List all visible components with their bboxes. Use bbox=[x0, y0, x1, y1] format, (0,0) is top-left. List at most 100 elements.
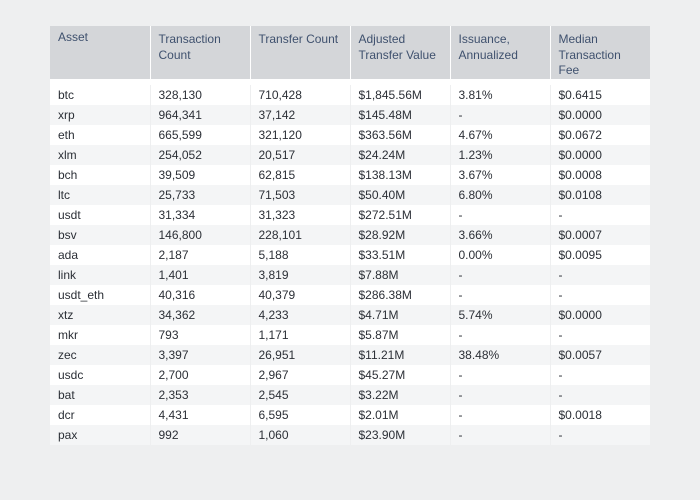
cell-asset: eth bbox=[50, 124, 151, 145]
cell-median-transaction-fee: $0.0057 bbox=[550, 344, 650, 365]
cell-asset: link bbox=[50, 264, 151, 285]
cell-asset: mkr bbox=[50, 324, 151, 345]
cell-transaction-count: 1,401 bbox=[150, 264, 251, 285]
cell-issuance-annualized: - bbox=[450, 324, 551, 345]
table-row: xtz 34,362 4,233 $4.71M 5.74% $0.0000 bbox=[50, 304, 650, 325]
asset-metrics-table: Asset Transaction Count Transfer Count A… bbox=[50, 26, 650, 445]
table-row: pax 992 1,060 $23.90M - - bbox=[50, 424, 650, 445]
cell-asset: dcr bbox=[50, 404, 151, 425]
table-row: dcr 4,431 6,595 $2.01M - $0.0018 bbox=[50, 404, 650, 425]
cell-asset: usdc bbox=[50, 364, 151, 385]
cell-transfer-count: 1,060 bbox=[250, 424, 351, 445]
table-header: Asset Transaction Count Transfer Count A… bbox=[50, 26, 650, 85]
cell-transfer-count: 6,595 bbox=[250, 404, 351, 425]
cell-adjusted-transfer-value: $138.13M bbox=[350, 164, 451, 185]
cell-issuance-annualized: - bbox=[450, 264, 551, 285]
cell-transaction-count: 3,397 bbox=[150, 344, 251, 365]
column-header-transfer-count[interactable]: Transfer Count bbox=[250, 26, 351, 79]
cell-median-transaction-fee: $0.0108 bbox=[550, 184, 650, 205]
column-header-transaction-count[interactable]: Transaction Count bbox=[150, 26, 251, 79]
cell-transfer-count: 710,428 bbox=[250, 84, 351, 105]
table-row: zec 3,397 26,951 $11.21M 38.48% $0.0057 bbox=[50, 344, 650, 365]
cell-issuance-annualized: 4.67% bbox=[450, 124, 551, 145]
cell-asset: zec bbox=[50, 344, 151, 365]
column-header-asset[interactable]: Asset bbox=[50, 26, 151, 79]
table-row: ada 2,187 5,188 $33.51M 0.00% $0.0095 bbox=[50, 244, 650, 265]
cell-transaction-count: 793 bbox=[150, 324, 251, 345]
column-header-median-transaction-fee[interactable]: Median Transaction Fee bbox=[550, 26, 650, 79]
column-header-issuance-annualized[interactable]: Issuance, Annualized bbox=[450, 26, 551, 79]
cell-transfer-count: 228,101 bbox=[250, 224, 351, 245]
cell-transfer-count: 3,819 bbox=[250, 264, 351, 285]
cell-adjusted-transfer-value: $272.51M bbox=[350, 204, 451, 225]
cell-transaction-count: 40,316 bbox=[150, 284, 251, 305]
cell-asset: bch bbox=[50, 164, 151, 185]
cell-median-transaction-fee: $0.6415 bbox=[550, 84, 650, 105]
cell-transfer-count: 71,503 bbox=[250, 184, 351, 205]
cell-adjusted-transfer-value: $11.21M bbox=[350, 344, 451, 365]
cell-transfer-count: 62,815 bbox=[250, 164, 351, 185]
cell-transaction-count: 328,130 bbox=[150, 84, 251, 105]
cell-median-transaction-fee: $0.0007 bbox=[550, 224, 650, 245]
cell-median-transaction-fee: $0.0672 bbox=[550, 124, 650, 145]
cell-issuance-annualized: 6.80% bbox=[450, 184, 551, 205]
cell-median-transaction-fee: $0.0000 bbox=[550, 304, 650, 325]
cell-adjusted-transfer-value: $28.92M bbox=[350, 224, 451, 245]
cell-issuance-annualized: - bbox=[450, 364, 551, 385]
table-row: eth 665,599 321,120 $363.56M 4.67% $0.0672 bbox=[50, 124, 650, 145]
cell-median-transaction-fee: $0.0008 bbox=[550, 164, 650, 185]
cell-asset: bsv bbox=[50, 224, 151, 245]
table-row: usdt_eth 40,316 40,379 $286.38M - - bbox=[50, 284, 650, 305]
header-row: Asset Transaction Count Transfer Count A… bbox=[50, 26, 650, 79]
table-row: usdt 31,334 31,323 $272.51M - - bbox=[50, 204, 650, 225]
cell-issuance-annualized: 0.00% bbox=[450, 244, 551, 265]
cell-transaction-count: 2,700 bbox=[150, 364, 251, 385]
cell-transfer-count: 40,379 bbox=[250, 284, 351, 305]
cell-transaction-count: 665,599 bbox=[150, 124, 251, 145]
asset-metrics-table-container: Asset Transaction Count Transfer Count A… bbox=[50, 26, 650, 445]
cell-asset: xlm bbox=[50, 144, 151, 165]
cell-transaction-count: 39,509 bbox=[150, 164, 251, 185]
cell-issuance-annualized: 3.67% bbox=[450, 164, 551, 185]
header-spacer bbox=[50, 78, 650, 85]
cell-issuance-annualized: 38.48% bbox=[450, 344, 551, 365]
cell-transfer-count: 2,545 bbox=[250, 384, 351, 405]
cell-median-transaction-fee: - bbox=[550, 384, 650, 405]
cell-issuance-annualized: - bbox=[450, 284, 551, 305]
cell-transfer-count: 321,120 bbox=[250, 124, 351, 145]
cell-asset: xtz bbox=[50, 304, 151, 325]
cell-issuance-annualized: - bbox=[450, 104, 551, 125]
column-header-adjusted-transfer-value[interactable]: Adjusted Transfer Value bbox=[350, 26, 451, 79]
cell-adjusted-transfer-value: $145.48M bbox=[350, 104, 451, 125]
cell-issuance-annualized: - bbox=[450, 404, 551, 425]
cell-transfer-count: 26,951 bbox=[250, 344, 351, 365]
table-row: btc 328,130 710,428 $1,845.56M 3.81% $0.6415 bbox=[50, 84, 650, 105]
cell-transaction-count: 2,187 bbox=[150, 244, 251, 265]
cell-transfer-count: 4,233 bbox=[250, 304, 351, 325]
cell-asset: ltc bbox=[50, 184, 151, 205]
cell-adjusted-transfer-value: $24.24M bbox=[350, 144, 451, 165]
cell-issuance-annualized: 3.81% bbox=[450, 84, 551, 105]
cell-adjusted-transfer-value: $363.56M bbox=[350, 124, 451, 145]
cell-asset: ada bbox=[50, 244, 151, 265]
cell-median-transaction-fee: - bbox=[550, 204, 650, 225]
cell-transaction-count: 2,353 bbox=[150, 384, 251, 405]
cell-asset: btc bbox=[50, 84, 151, 105]
cell-adjusted-transfer-value: $45.27M bbox=[350, 364, 451, 385]
cell-adjusted-transfer-value: $23.90M bbox=[350, 424, 451, 445]
cell-adjusted-transfer-value: $33.51M bbox=[350, 244, 451, 265]
cell-asset: pax bbox=[50, 424, 151, 445]
cell-transaction-count: 964,341 bbox=[150, 104, 251, 125]
cell-transfer-count: 31,323 bbox=[250, 204, 351, 225]
cell-adjusted-transfer-value: $3.22M bbox=[350, 384, 451, 405]
cell-adjusted-transfer-value: $5.87M bbox=[350, 324, 451, 345]
cell-adjusted-transfer-value: $286.38M bbox=[350, 284, 451, 305]
table-row: bsv 146,800 228,101 $28.92M 3.66% $0.0007 bbox=[50, 224, 650, 245]
cell-median-transaction-fee: - bbox=[550, 284, 650, 305]
cell-issuance-annualized: - bbox=[450, 204, 551, 225]
cell-asset: usdt_eth bbox=[50, 284, 151, 305]
cell-median-transaction-fee: - bbox=[550, 324, 650, 345]
table-row: link 1,401 3,819 $7.88M - - bbox=[50, 264, 650, 285]
cell-adjusted-transfer-value: $1,845.56M bbox=[350, 84, 451, 105]
cell-adjusted-transfer-value: $50.40M bbox=[350, 184, 451, 205]
